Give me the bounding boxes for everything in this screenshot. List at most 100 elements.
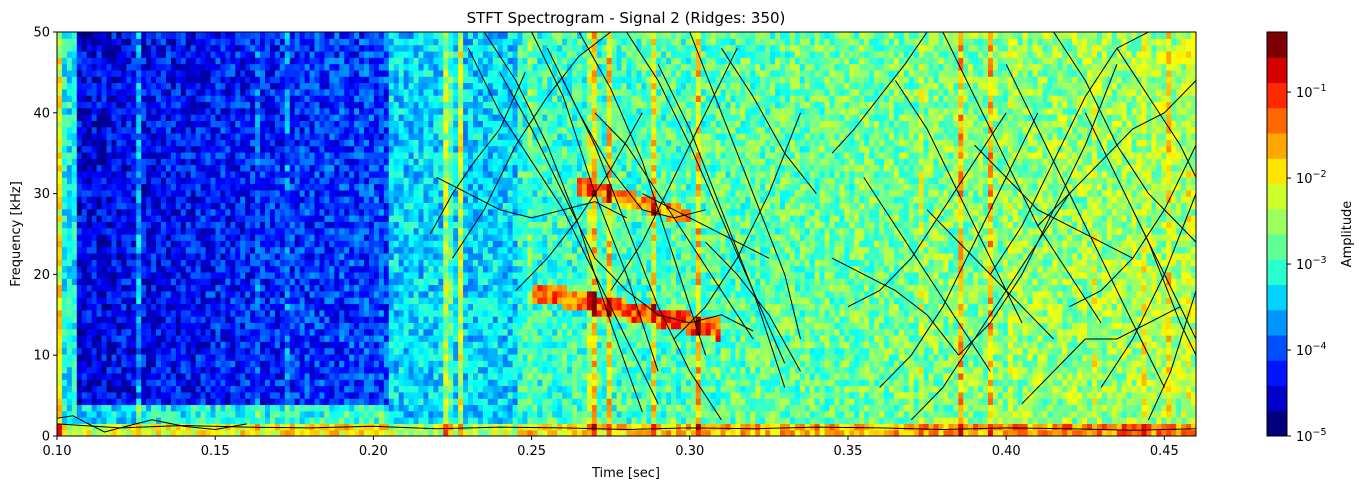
heatmap-cell (91, 69, 98, 77)
heatmap-cell (126, 120, 132, 128)
heatmap-cell (61, 328, 68, 336)
heatmap-cell (428, 158, 434, 166)
heatmap-cell (215, 101, 222, 109)
heatmap-cell (245, 290, 251, 298)
heatmap-cell (368, 328, 375, 336)
heatmap-cell (388, 57, 395, 65)
heatmap-cell (339, 44, 345, 52)
heatmap-cell (71, 177, 78, 185)
heatmap-cell (413, 322, 420, 330)
heatmap-cell (106, 170, 113, 178)
heatmap-cell (235, 429, 241, 436)
heatmap-cell (344, 347, 350, 355)
heatmap-cell (304, 410, 311, 418)
heatmap-cell (319, 309, 326, 317)
heatmap-cell (339, 353, 345, 361)
heatmap-cell (165, 221, 172, 229)
heatmap-cell (175, 372, 182, 380)
heatmap-cell (373, 240, 380, 248)
heatmap-cell (438, 341, 444, 349)
heatmap-cell (57, 379, 63, 387)
heatmap-cell (264, 158, 271, 166)
heatmap-cell (304, 158, 311, 166)
heatmap-cell (175, 278, 182, 286)
heatmap-cell (423, 385, 430, 393)
heatmap-cell (106, 410, 113, 418)
heatmap-cell (364, 417, 370, 424)
heatmap-cell (215, 208, 222, 216)
heatmap-cell (76, 139, 83, 147)
heatmap-cell (269, 133, 276, 140)
heatmap-cell (309, 278, 316, 286)
heatmap-cell (284, 303, 291, 311)
heatmap-cell (57, 139, 63, 147)
heatmap-cell (309, 145, 316, 153)
heatmap-cell (146, 366, 152, 374)
heatmap-cell (126, 259, 132, 267)
heatmap-cell (344, 353, 350, 361)
heatmap-cell (161, 44, 167, 52)
heatmap-cell (101, 107, 108, 115)
heatmap-cell (106, 189, 113, 197)
heatmap-cell (96, 158, 103, 166)
heatmap-cell (161, 170, 167, 178)
heatmap-cell (314, 32, 321, 39)
heatmap-cell (279, 126, 286, 134)
heatmap-cell (61, 145, 68, 153)
heatmap-cell (200, 32, 207, 39)
heatmap-cell (165, 202, 172, 210)
heatmap-cell (250, 208, 256, 216)
heatmap-cell (309, 57, 316, 65)
heatmap-cell (329, 120, 335, 128)
heatmap-cell (215, 189, 222, 197)
heatmap-cell (205, 404, 212, 412)
heatmap-cell (66, 227, 73, 235)
heatmap-cell (91, 372, 98, 380)
heatmap-cell (165, 316, 172, 323)
heatmap-cell (240, 391, 246, 399)
heatmap-cell (408, 227, 415, 235)
heatmap-cell (131, 309, 137, 317)
heatmap-cell (260, 417, 266, 424)
heatmap-cell (91, 297, 98, 305)
heatmap-cell (126, 398, 132, 406)
heatmap-cell (175, 398, 182, 406)
heatmap-cell (294, 139, 301, 147)
heatmap-cell (279, 417, 286, 424)
heatmap-cell (190, 372, 197, 380)
heatmap-cell (344, 221, 350, 229)
heatmap-cell (250, 246, 256, 254)
heatmap-cell (230, 69, 236, 77)
heatmap-cell (200, 208, 207, 216)
heatmap-cell (408, 107, 415, 115)
heatmap-cell (368, 215, 375, 222)
heatmap-cell (269, 341, 276, 349)
heatmap-cell (156, 208, 162, 216)
heatmap-cell (403, 69, 410, 77)
heatmap-cell (111, 372, 118, 380)
heatmap-cell (329, 341, 335, 349)
heatmap-cell (175, 335, 182, 342)
heatmap-cell (329, 164, 335, 172)
heatmap-cell (215, 347, 222, 355)
heatmap-cell (418, 316, 425, 323)
heatmap-cell (373, 107, 380, 115)
heatmap-cell (245, 164, 251, 172)
heatmap-cell (408, 265, 415, 273)
heatmap-cell (443, 429, 449, 436)
heatmap-cell (156, 360, 162, 368)
heatmap-cell (255, 183, 261, 191)
heatmap-cell (235, 265, 241, 273)
heatmap-cell (180, 259, 187, 267)
heatmap-cell (304, 63, 311, 71)
heatmap-cell (329, 335, 335, 342)
heatmap-cell (393, 240, 400, 248)
heatmap-cell (299, 341, 306, 349)
heatmap-cell (289, 120, 296, 128)
heatmap-cell (195, 265, 202, 273)
heatmap-cell (57, 101, 63, 109)
heatmap-cell (205, 391, 212, 399)
heatmap-cell (428, 139, 434, 147)
heatmap-cell (433, 259, 439, 267)
heatmap-cell (324, 95, 330, 103)
